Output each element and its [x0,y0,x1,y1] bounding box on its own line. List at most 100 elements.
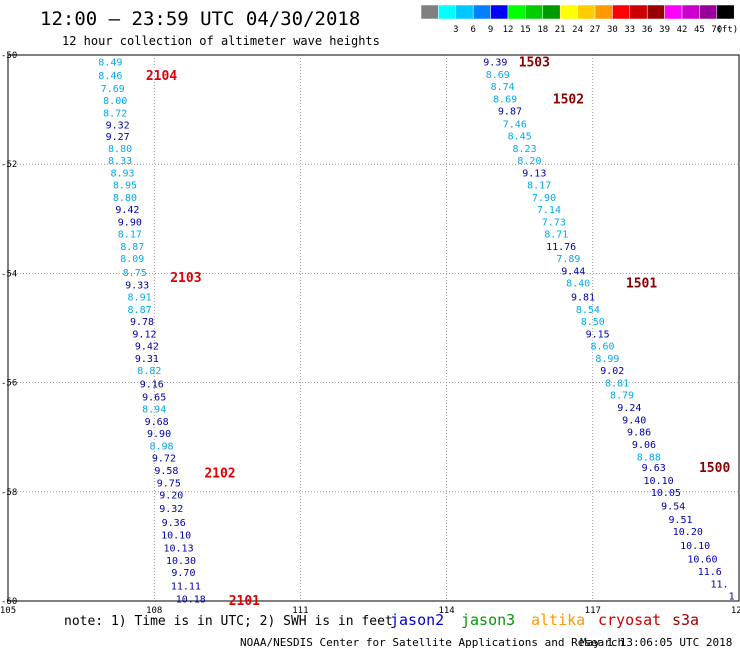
wave-height-value: 10.10 [161,530,191,541]
legend-label: 36 [642,25,653,35]
wave-height-value: 9.27 [106,132,130,143]
wave-height-value: 10.05 [651,488,681,499]
legend-swatch [629,4,648,20]
legend-swatch [559,4,578,20]
legend-label: 3 [453,25,458,35]
y-tick-label: -52 [1,160,17,170]
wave-height-value: 8.87 [128,305,152,316]
wave-height-value: 8.87 [120,242,144,253]
satellite-legend: jason2 jason3 altika cryosat s3a [390,611,699,629]
satellite-label: jason2 [390,611,444,629]
wave-height-value: 8.20 [517,156,541,167]
wave-height-value: 8.79 [610,391,634,402]
wave-height-value: 10.20 [673,527,703,538]
legend-label: 12 [503,25,514,35]
legend-label: 42 [677,25,688,35]
x-tick-label: 120 [731,606,740,616]
wave-height-value: 8.17 [527,180,551,191]
wave-height-value: 8.81 [605,379,629,390]
wave-height-value: 8.40 [566,279,590,290]
legend-label: 45 [694,25,705,35]
wave-height-value: 11.76 [546,242,576,253]
wave-height-value: 9.75 [157,479,181,490]
timestamp: May 1 13:06:05 UTC 2018 [580,636,732,649]
wave-height-value: 7.46 [503,119,527,130]
wave-height-value: 8.88 [637,452,661,463]
y-tick-label: -56 [1,379,17,389]
wave-height-value: 8.71 [544,230,568,241]
wave-height-value: 9.24 [617,403,641,414]
wave-height-value: 9.68 [145,417,169,428]
wave-height-value: 8.80 [108,144,132,155]
wave-height-value: 8.54 [576,305,600,316]
legend-swatch [699,4,718,20]
x-tick-label: 105 [0,606,16,616]
wave-height-value: 9.12 [132,329,156,340]
legend-swatch [577,4,596,20]
legend-swatch [507,4,526,20]
legend-swatch [594,4,613,20]
wave-height-value: 8.94 [142,404,166,415]
legend-label: 6 [470,25,475,35]
wave-height-value: 9.65 [142,392,166,403]
legend-label: 24 [572,25,583,35]
legend-swatch [438,4,457,20]
wave-height-value: 9.40 [622,416,646,427]
legend-swatch [664,4,683,20]
legend-swatch [681,4,700,20]
wave-height-value: 10.10 [644,476,674,487]
legend-swatch [455,4,474,20]
color-legend: 3 6 9 12 15 18 21 24 27 30 33 36 39 42 45 70(ft) [420,4,738,35]
wave-height-value: 9.13 [522,168,546,179]
pass-label: 1502 [553,93,584,108]
credit-line: NOAA/NESDIS Center for Satellite Applica… [240,636,624,649]
legend-swatch [612,4,631,20]
wave-height-value: 8.45 [508,131,532,142]
wave-height-value: 8.50 [581,317,605,328]
wave-height-value: 9.16 [140,380,164,391]
wave-height-value: 9.87 [498,107,522,118]
wave-height-value: 9.31 [135,354,159,365]
wave-height-value: 9.33 [125,280,149,291]
y-tick-label: -54 [1,269,17,279]
page-title: 12:00 — 23:59 UTC 04/30/2018 [40,8,360,30]
legend-swatch [420,4,439,20]
pass-label: 2104 [146,69,177,84]
wave-height-value: 8.95 [113,180,137,191]
wave-height-value: 8.49 [98,58,122,69]
legend-label: 9 [488,25,493,35]
pass-label: 2102 [204,467,235,482]
wave-height-value: 8.82 [137,366,161,377]
wave-height-value: 9.54 [661,501,685,512]
wave-height-value: 8.99 [595,354,619,365]
legend-label: 33 [624,25,635,35]
wave-height-value: 7.89 [556,254,580,265]
x-tick-label: 111 [292,606,308,616]
pass-label: 2103 [170,271,201,286]
wave-height-value: 11.11 [171,582,201,593]
wave-height-value: 9.70 [171,568,195,579]
page-subtitle: 12 hour collection of altimeter wave hei… [62,34,380,48]
legend-swatch [472,4,491,20]
legend-label: 18 [537,25,548,35]
pass-label: 1500 [699,461,730,476]
y-tick-label: -60 [1,597,17,607]
wave-height-value: 9.36 [162,518,186,529]
wave-height-value: 8.69 [486,70,510,81]
wave-height-value: 8.74 [491,82,515,93]
wave-height-value: 9.90 [147,429,171,440]
wave-height-value: 9.32 [106,120,130,131]
wave-height-value: 8.09 [120,254,144,265]
wave-height-value: 9.63 [642,463,666,474]
wave-height-value: 9.42 [135,341,159,352]
wave-height-value: 9.81 [571,292,595,303]
x-tick-label: 114 [438,606,454,616]
wave-height-value: 9.44 [561,267,585,278]
wave-height-value: 8.17 [118,230,142,241]
satellite-label: s3a [672,611,699,629]
legend-swatch [490,4,509,20]
wave-height-value: 8.69 [493,95,517,106]
legend-label: 70 [711,25,722,35]
wave-height-value: 10.10 [680,541,710,552]
wave-height-value: 8.60 [590,341,614,352]
